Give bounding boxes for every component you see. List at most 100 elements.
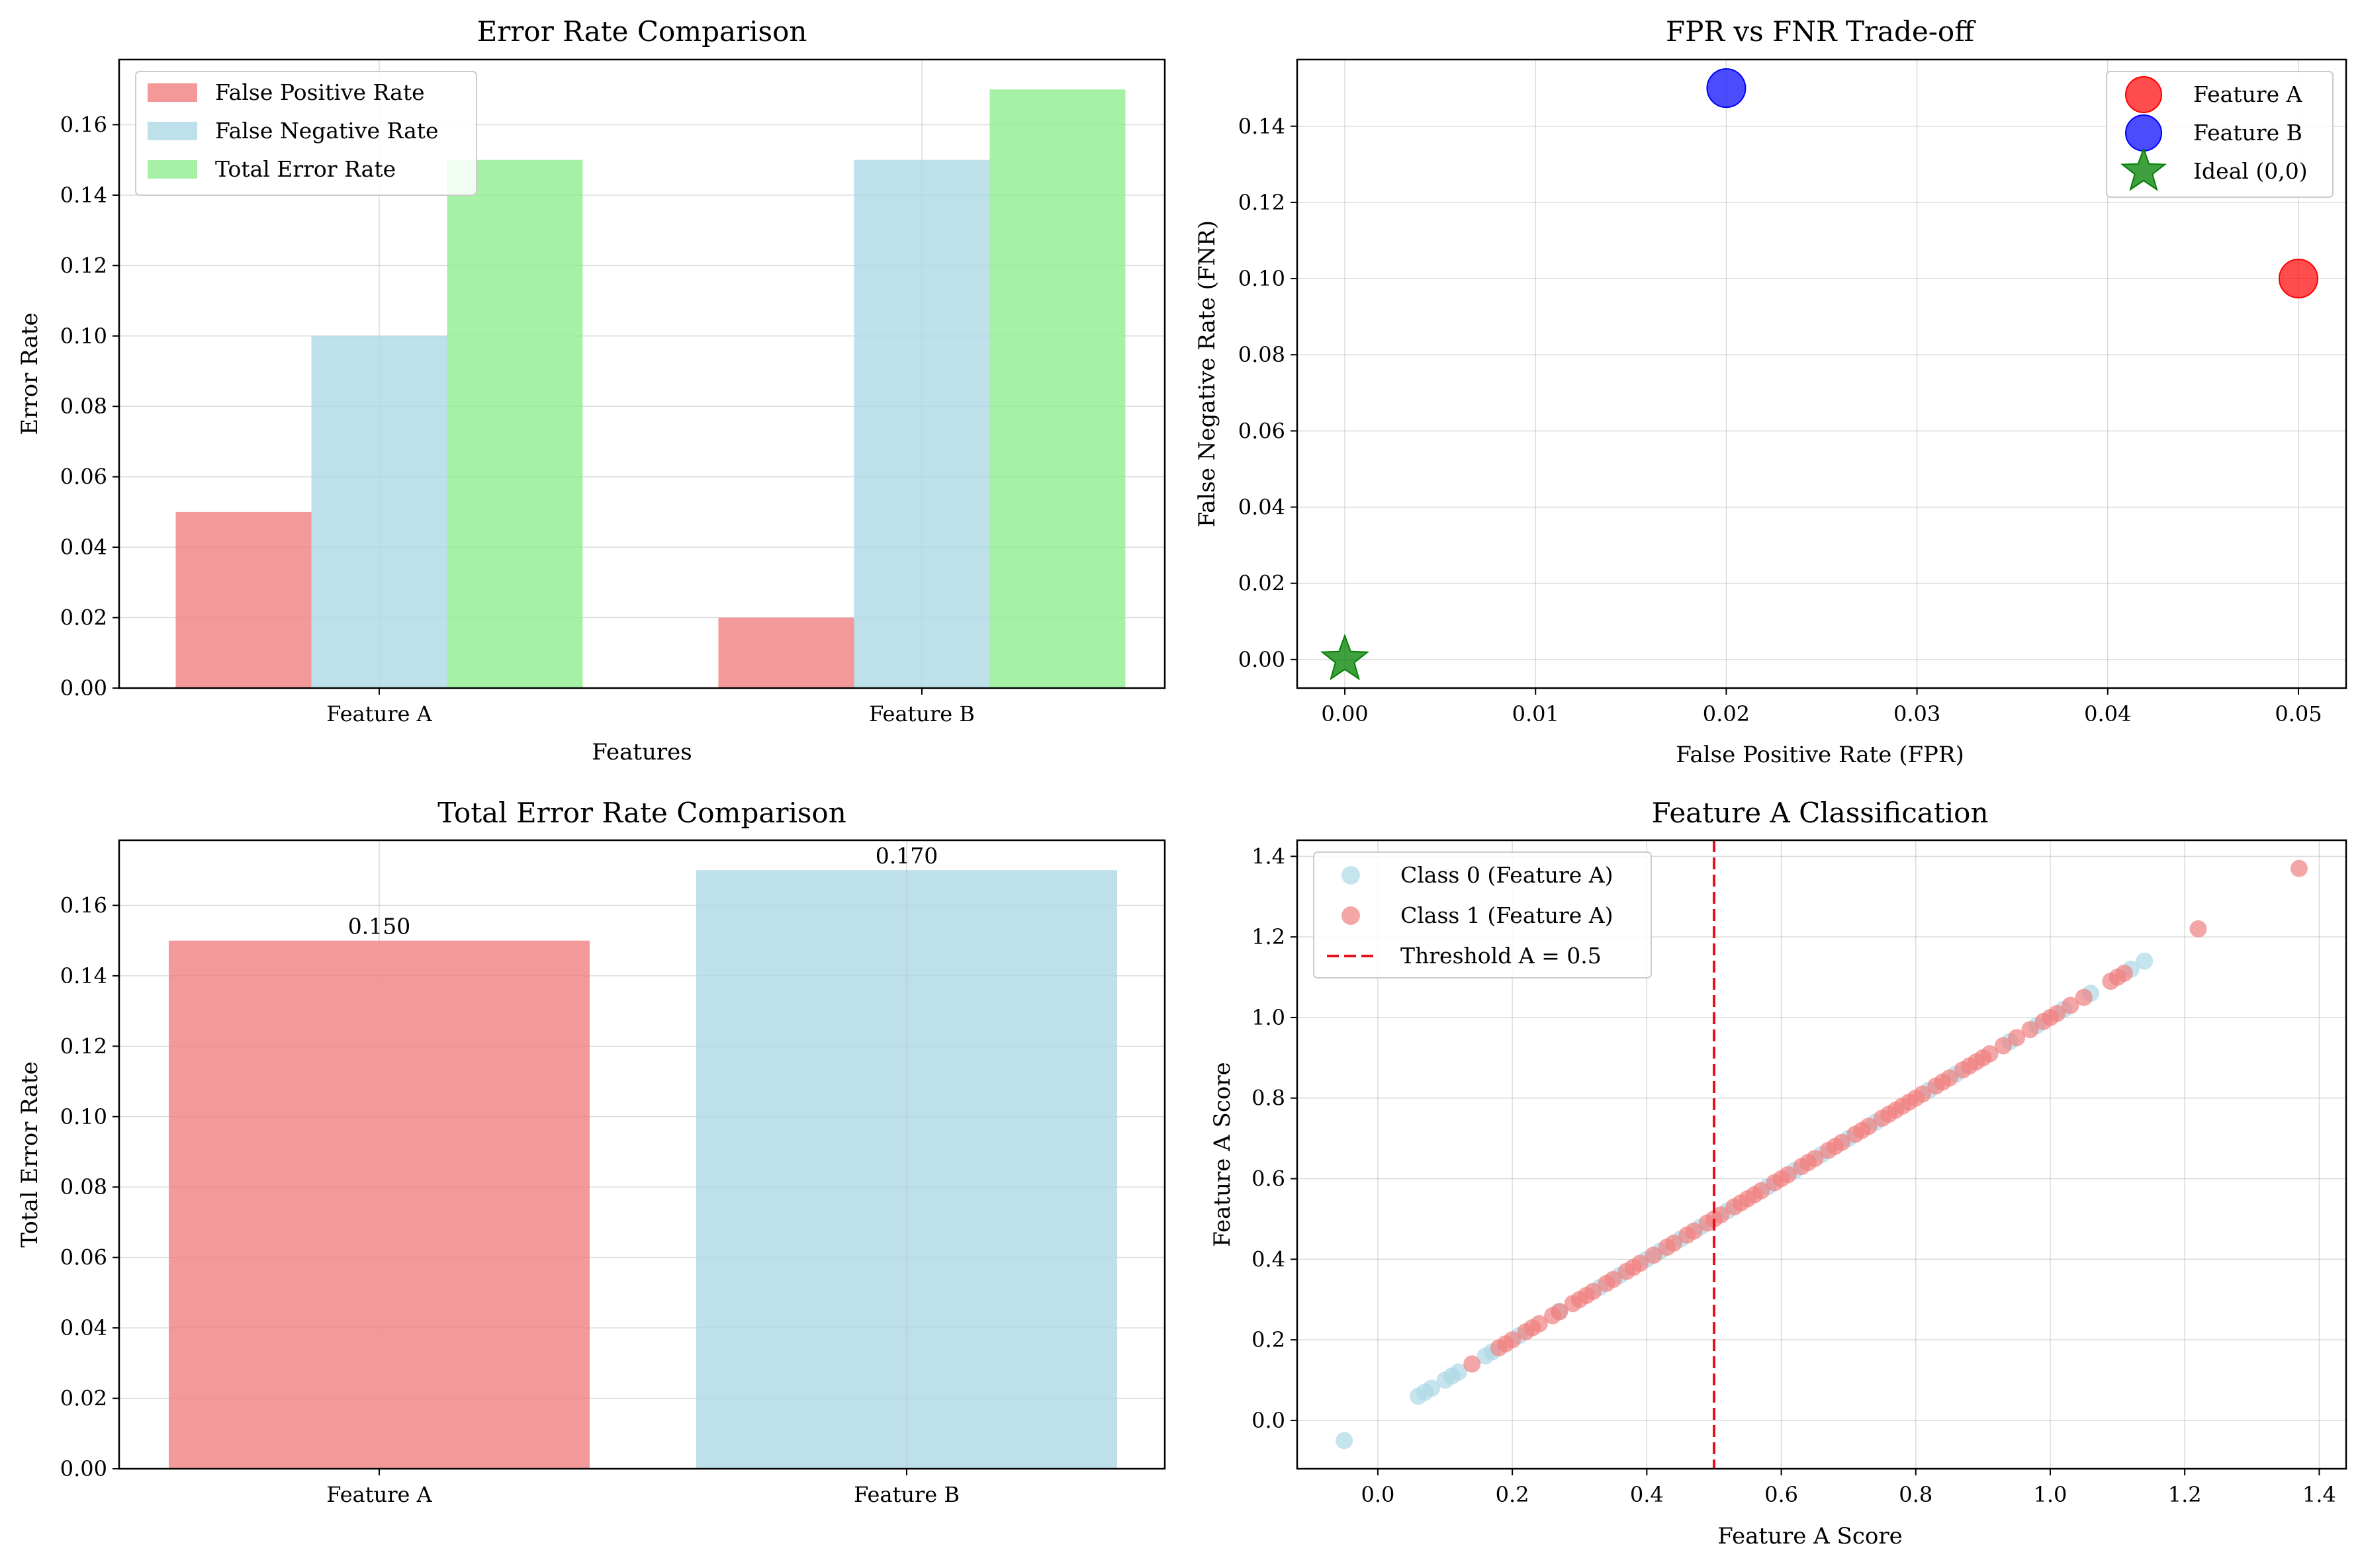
chart2-ylabel: False Negative Rate (FNR) [1194,220,1220,527]
chart1-legend-label: False Positive Rate [215,79,425,105]
chart4-point-class1 [1504,1331,1522,1349]
chart2-xtick-label: 0.03 [1893,701,1940,726]
chart4-point-class1 [1463,1355,1481,1373]
chart1-bar-false-positive-rate [718,617,854,688]
chart2-ytick-label: 0.04 [1238,495,1285,520]
chart2-point-ideal [1320,633,1370,681]
chart4-ytick-label: 1.2 [1251,924,1285,949]
chart3-ytick-label: 0.14 [60,963,107,988]
chart2-legend-label: Feature B [2193,120,2302,146]
chart3-ytick-label: 0.10 [60,1104,107,1129]
panel-total-error-rate: Total Error Rate Comparison Total Error … [17,797,1166,1507]
chart2-ytick-label: 0.08 [1238,342,1285,367]
chart3-axes-frame [118,839,1166,1470]
chart4-ytick-label: 0.6 [1251,1166,1285,1192]
chart3-ytick-label: 0.16 [60,893,107,918]
chart1-ytick-label: 0.08 [60,394,107,419]
chart4-ytick-label: 0.4 [1251,1246,1285,1272]
chart4-point-class1 [1685,1222,1703,1240]
chart2-axes-frame [1296,58,2347,689]
chart3-value-label: 0.170 [876,843,938,869]
chart4-point-class1 [2021,1021,2039,1039]
chart4-point-class1 [1551,1303,1568,1321]
chart4-xlabel: Feature A Score [1717,1523,1902,1549]
chart2-ytick-label: 0.00 [1238,647,1285,672]
chart2-ytick-label: 0.10 [1238,266,1285,291]
chart1-xtick-label: Feature B [869,701,975,726]
panel-fpr-vs-fnr: FPR vs FNR Trade-off False Positive Rate… [1194,15,2347,768]
chart4-point-class1 [1860,1117,1878,1135]
chart2-legend-label: Ideal (0,0) [2193,158,2308,184]
chart2-ytick-label: 0.06 [1238,418,1285,443]
chart1-title: Error Rate Comparison [477,15,807,48]
chart4-ytick-label: 0.8 [1251,1086,1285,1111]
chart4-ytick-label: 1.0 [1251,1005,1285,1030]
chart1-ytick-label: 0.04 [60,535,107,560]
chart1-bar-total-error-rate [989,89,1126,688]
chart4-title: Feature A Classification [1651,797,1988,829]
chart1-legend-label: False Negative Rate [215,118,439,144]
chart1-ytick-label: 0.10 [60,324,107,349]
chart4-legend-box [1313,851,1652,979]
chart2-point-feature-b [1706,68,1747,109]
chart4-xtick-label: 0.4 [1630,1482,1664,1507]
chart1-axes-frame [118,58,1166,689]
chart1-legend-box [135,71,477,196]
chart4-point-class1 [1994,1037,2012,1055]
chart4-point-class1 [1712,1206,1730,1224]
chart2-legend-marker [2125,76,2162,113]
chart3-ytick-label: 0.04 [60,1315,107,1340]
chart4-point-class1 [1584,1283,1602,1301]
chart1-ytick-label: 0.02 [60,605,107,631]
chart4-xtick-label: 1.4 [2302,1482,2336,1507]
chart4-point-class1 [1981,1045,1999,1063]
chart2-ytick-label: 0.02 [1238,571,1285,596]
chart2-point-feature-a [2278,259,2318,299]
chart3-ytick-label: 0.00 [60,1456,107,1481]
chart4-ytick-label: 0.2 [1251,1327,1285,1352]
chart3-ylabel: Total Error Rate [17,1061,43,1247]
chart4-point-class0 [1449,1363,1467,1381]
panel-feature-a-classification: Feature A Classification Feature A Score… [1209,797,2347,1549]
chart2-legend-label: Feature A [2193,81,2303,107]
chart3-bar [169,940,590,1469]
chart4-legend-marker [1341,866,1360,885]
chart3-ytick-label: 0.06 [60,1245,107,1270]
chart2-xtick-label: 0.04 [2084,701,2131,726]
chart1-legend-swatch [148,160,197,179]
chart4-point-class1 [1806,1150,1824,1168]
chart4-point-class0 [1336,1432,1353,1450]
chart4-point-class1 [2115,964,2133,982]
chart4-point-class1 [2048,1004,2066,1022]
chart2-ytick-label: 0.14 [1238,114,1285,139]
chart4-xtick-label: 0.0 [1361,1482,1394,1507]
chart1-ylabel: Error Rate [17,312,43,435]
chart4-point-class1 [1779,1166,1797,1184]
chart4-point-class0 [1423,1379,1441,1397]
chart4-xtick-label: 0.6 [1764,1482,1798,1507]
chart3-ytick-label: 0.08 [60,1174,107,1199]
chart1-bar-total-error-rate [447,159,583,689]
chart4-xtick-label: 1.2 [2168,1482,2202,1507]
chart2-xtick-label: 0.01 [1512,701,1559,726]
chart4-legend-label: Class 0 (Feature A) [1400,862,1613,888]
chart4-point-class0 [2136,952,2154,970]
chart2-xtick-label: 0.00 [1321,701,1368,726]
chart2-xtick-label: 0.02 [1703,701,1750,726]
chart4-ytick-label: 1.4 [1251,844,1285,869]
chart3-value-label: 0.150 [348,914,410,939]
chart4-point-class1 [2008,1029,2026,1047]
chart1-legend-swatch [148,83,197,102]
chart1-xtick-label: Feature A [326,701,432,726]
chart4-legend-label: Threshold A = 0.5 [1400,943,1602,969]
chart2-xtick-label: 0.05 [2275,701,2322,726]
chart4-ytick-label: 0.0 [1251,1408,1285,1433]
chart1-ytick-label: 0.14 [60,183,107,208]
chart4-xtick-label: 0.2 [1496,1482,1529,1507]
chart4-legend-marker [1341,906,1360,925]
chart4-point-class1 [1631,1254,1649,1272]
chart4-xtick-label: 0.8 [1899,1482,1932,1507]
chart1-ytick-label: 0.16 [60,112,107,137]
chart4-point-class1 [1664,1234,1682,1252]
